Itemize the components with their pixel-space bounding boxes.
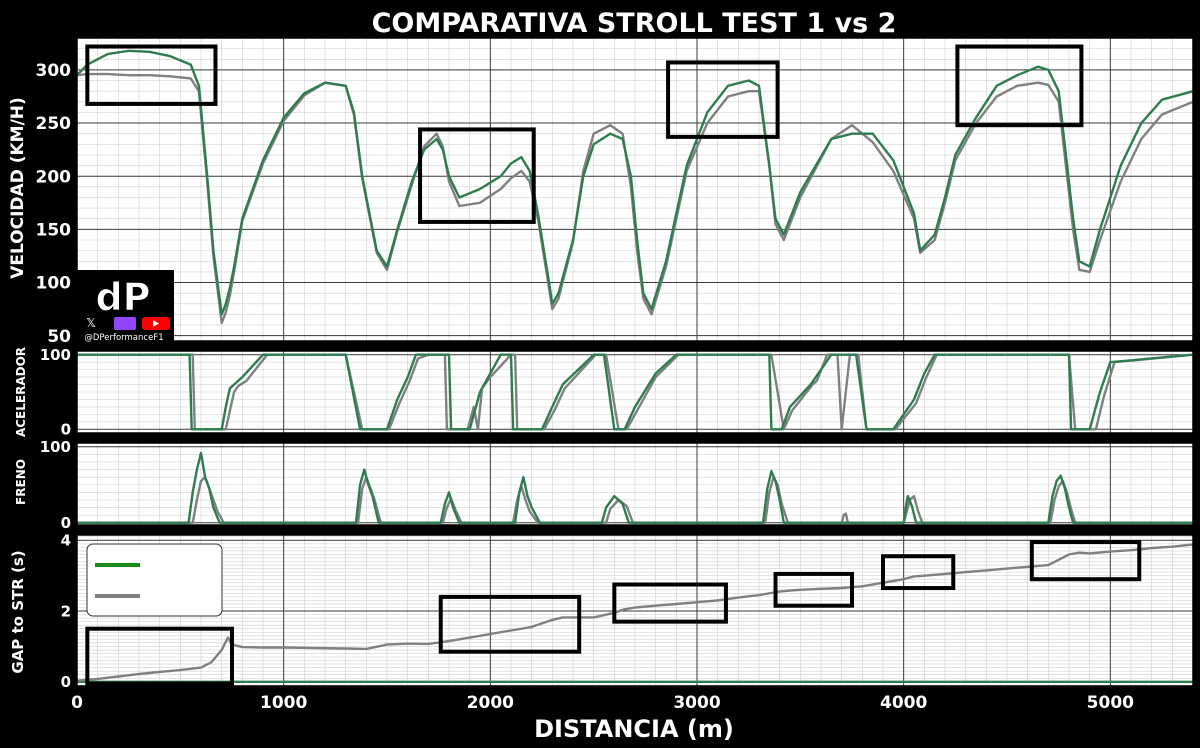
speed-ylabel: VELOCIDAD (KM/H) xyxy=(8,97,28,279)
x-tick-label: 0 xyxy=(71,693,83,713)
brake-series-test2 xyxy=(77,451,1193,524)
gap-ylabel: GAP to STR (s) xyxy=(9,550,27,673)
x-tick-label: 3000 xyxy=(673,693,720,713)
highlight-box xyxy=(881,554,956,591)
x-tick-label: 5000 xyxy=(1087,693,1134,713)
legend-label-test2: TEST 2 xyxy=(157,556,222,576)
gap-panel: 0 2 4 0 1000 2000 3000 4000 5000 xyxy=(61,532,1194,713)
gap-y-tick-label: 4 xyxy=(61,532,71,550)
x-icon: 𝕏 xyxy=(86,316,96,330)
highlight-box xyxy=(666,60,780,139)
brake-frame xyxy=(76,442,1194,526)
brake-y-tick-label: 100 xyxy=(40,438,71,456)
x-tick-label: 1000 xyxy=(260,693,307,713)
highlight-box xyxy=(418,127,536,224)
gap-series-test1 xyxy=(77,543,1193,682)
speed-series-test2 xyxy=(77,49,1193,316)
speed-frame xyxy=(76,37,1194,342)
speed-y-tick-label: 300 xyxy=(36,61,72,81)
highlight-box xyxy=(955,44,1084,128)
chart-title: COMPARATIVA STROLL TEST 1 vs 2 xyxy=(372,8,897,39)
throttle-ylabel: ACELERADOR xyxy=(14,347,28,437)
x-tick-label: 2000 xyxy=(467,693,514,713)
logo-mark: dP xyxy=(95,275,150,319)
speed-panel: 50 100 150 200 250 300 xyxy=(36,37,1194,347)
speed-y-tick-label: 250 xyxy=(36,114,72,134)
throttle-y-tick-label: 100 xyxy=(40,346,71,364)
gap-y-tick-label: 2 xyxy=(61,602,71,620)
highlight-box xyxy=(773,571,854,608)
throttle-series-test2 xyxy=(77,353,1193,431)
highlight-box xyxy=(438,594,582,654)
speed-y-tick-label: 100 xyxy=(36,274,72,294)
twitch-icon xyxy=(114,317,136,330)
logo: dP 𝕏 @DPerformanceF1 xyxy=(77,270,174,343)
legend-label-test1: TEST 1 xyxy=(157,587,222,607)
speed-y-tick-label: 50 xyxy=(47,327,71,347)
brake-panel: 0 100 xyxy=(40,438,1194,532)
speed-y-tick-label: 150 xyxy=(36,220,72,240)
highlight-box xyxy=(1029,540,1142,582)
logo-handle: @DPerformanceF1 xyxy=(84,333,163,343)
brake-y-tick-label: 0 xyxy=(61,514,71,532)
throttle-panel: 0 100 xyxy=(40,346,1194,439)
highlight-box xyxy=(612,582,728,624)
highlight-box xyxy=(85,626,235,686)
gap-frame xyxy=(76,534,1194,687)
x-axis-label: DISTANCIA (m) xyxy=(534,715,734,743)
gap-y-tick-label: 0 xyxy=(61,673,71,691)
throttle-frame xyxy=(76,350,1194,434)
legend: TEST 2 TEST 1 xyxy=(86,543,223,617)
x-tick-label: 4000 xyxy=(880,693,927,713)
brake-ylabel: FRENO xyxy=(14,459,28,505)
speed-y-tick-label: 200 xyxy=(36,167,72,187)
highlight-box xyxy=(85,44,218,106)
youtube-play-glyph xyxy=(153,320,159,327)
throttle-y-tick-label: 0 xyxy=(61,421,71,439)
